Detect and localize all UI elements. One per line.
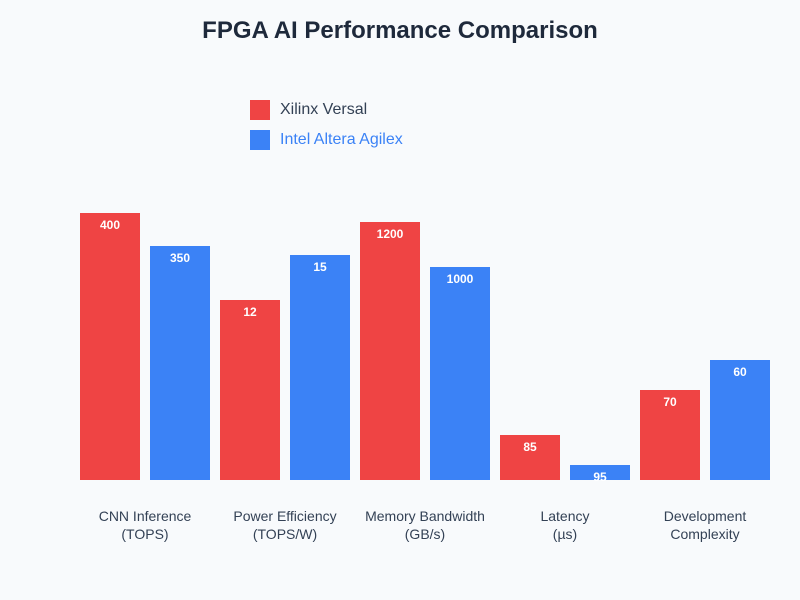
data-label: 95 <box>593 470 607 484</box>
bar <box>500 435 560 480</box>
data-label: 400 <box>100 218 120 232</box>
legend-swatch-xilinx <box>250 100 270 120</box>
bar <box>360 222 420 480</box>
data-label: 350 <box>170 251 190 265</box>
legend-label-intel: Intel Altera Agilex <box>280 131 403 148</box>
data-label: 60 <box>733 365 747 379</box>
bar <box>220 300 280 480</box>
bar <box>640 390 700 480</box>
bar <box>150 246 210 480</box>
chart-title: FPGA AI Performance Comparison <box>202 17 598 44</box>
legend-swatch-intel <box>250 130 270 150</box>
x-tick-label: Memory Bandwidth (GB/s) <box>365 508 485 542</box>
x-tick-label: Power Efficiency (TOPS/W) <box>233 508 337 542</box>
legend-label-xilinx: Xilinx Versal <box>280 101 368 118</box>
x-tick-label: Latency (µs) <box>540 508 590 542</box>
x-tick-label: CNN Inference (TOPS) <box>98 508 192 542</box>
data-label: 15 <box>313 260 327 274</box>
data-label: 1200 <box>377 227 404 241</box>
bar <box>290 255 350 480</box>
bar <box>570 465 630 480</box>
data-label: 70 <box>663 395 677 409</box>
data-label: 1000 <box>447 272 474 286</box>
legend-item-intel: Intel Altera Agilex <box>250 130 403 150</box>
bar <box>80 213 140 480</box>
data-label: 85 <box>523 440 537 454</box>
bar <box>430 267 490 480</box>
bar <box>710 360 770 480</box>
x-tick-label: Development Complexity <box>663 508 747 542</box>
legend-item-xilinx: Xilinx Versal <box>250 100 367 120</box>
data-label: 12 <box>243 305 257 319</box>
